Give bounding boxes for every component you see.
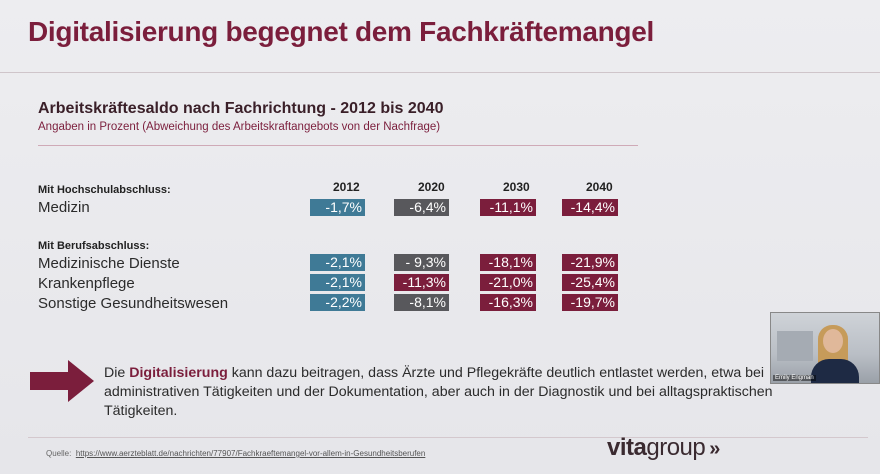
value-cell: -16,3% [480,294,536,311]
title-divider [0,72,880,73]
value-cell: -2,2% [310,294,365,311]
webcam-thumbnail[interactable]: Emily Engman [770,312,880,384]
value-cell: -1,7% [310,199,365,216]
row-label: Krankenpflege [38,275,135,292]
value-cell: -6,4% [394,199,449,216]
value-cell: -14,4% [562,199,618,216]
statement-rest: kann dazu beitragen, dass Ärzte und Pfle… [104,365,773,419]
year-header: 2030 [503,180,530,194]
person-body [811,359,859,383]
value-cell: -2,1% [310,254,365,271]
source-link[interactable]: https://www.aerzteblatt.de/nachrichten/7… [75,449,426,458]
source-line: Quelle: https://www.aerzteblatt.de/nachr… [46,449,425,458]
footer-divider [28,437,868,438]
group-label-vocational: Mit Berufsabschluss: [38,240,150,252]
value-cell: -18,1% [480,254,536,271]
year-header: 2040 [586,180,613,194]
value-cell: - 9,3% [394,254,449,271]
value-cell: -2,1% [310,274,365,291]
row-label: Medizinische Dienste [38,255,180,272]
value-cell: -21,0% [480,274,536,291]
background-shelf [777,331,813,361]
row-label: Medizin [38,199,90,216]
slide-title: Digitalisierung begegnet dem Fachkräftem… [28,16,654,47]
year-header: 2020 [418,180,445,194]
value-cell: -25,4% [562,274,618,291]
year-header: 2012 [333,180,360,194]
value-cell: -11,3% [394,274,449,291]
table-divider [38,145,638,146]
participant-name: Emily Engman [773,375,816,381]
person-face [823,329,843,353]
vitagroup-logo: vitagroup» [607,434,720,461]
statement-text: Die Digitalisierung kann dazu beitragen,… [104,364,784,421]
group-label-university: Mit Hochschulabschluss: [38,184,171,196]
source-label: Quelle: [46,449,72,458]
value-cell: -19,7% [562,294,618,311]
right-arrow-icon [30,360,94,402]
table-subtitle: Angaben in Prozent (Abweichung des Arbei… [38,121,441,133]
row-label: Sonstige Gesundheitswesen [38,295,229,312]
value-cell: -11,1% [480,199,536,216]
statement-prefix: Die [104,365,130,381]
statement-highlight: Digitalisierung [129,365,228,381]
chevrons-icon: » [709,438,720,460]
table-title: Arbeitskräftesaldo nach Fachrichtung - 2… [38,100,444,117]
value-cell: -21,9% [562,254,618,271]
value-cell: -8,1% [394,294,449,311]
